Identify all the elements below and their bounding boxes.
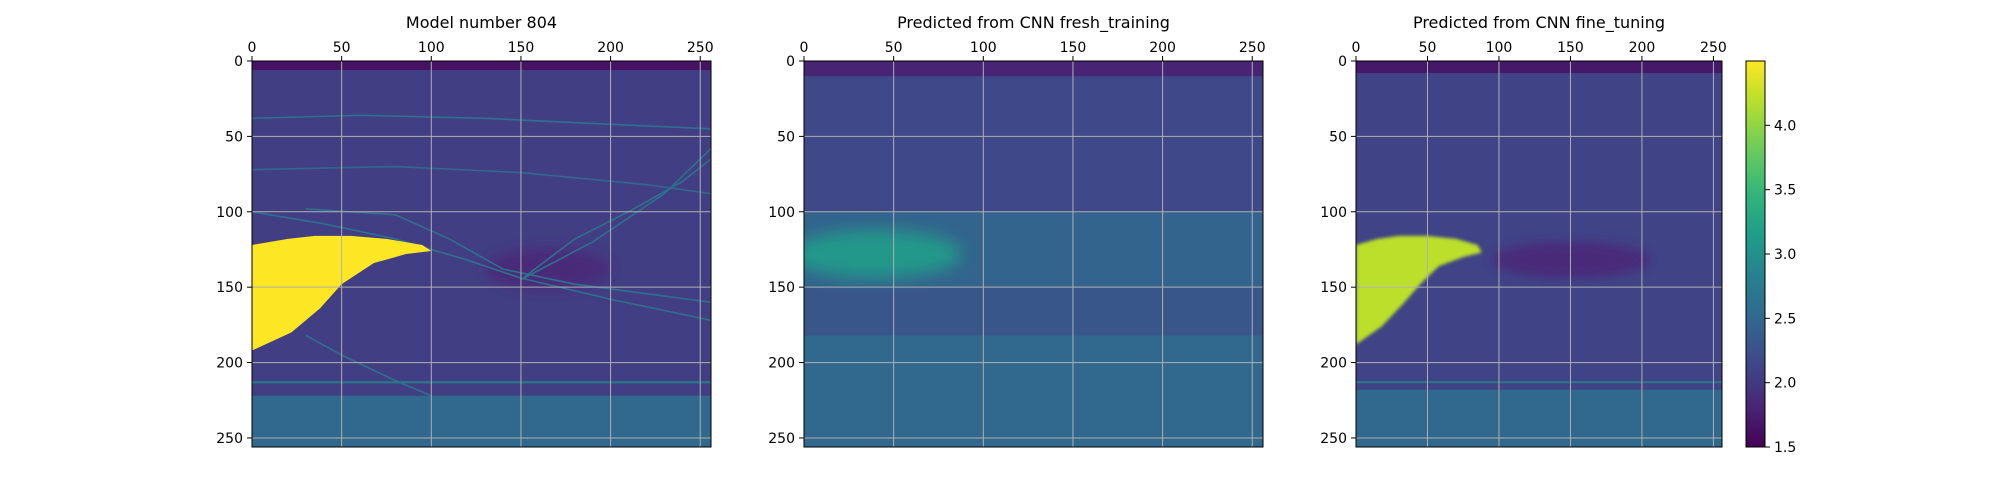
heatmap-lower-band (804, 287, 1263, 336)
heatmap-image (1356, 61, 1722, 447)
colorbar-scale (1745, 60, 1766, 448)
x-tick-label: 100 (418, 40, 445, 56)
x-tick-label: 150 (1060, 40, 1087, 56)
plot-frame (1355, 60, 1723, 448)
colorbar: 4.0 3.5 3.0 2.5 2.0 1.5 (1745, 60, 1796, 456)
y-tick-label: 100 (1320, 205, 1347, 221)
chart-title: Model number 804 (406, 13, 557, 32)
chart-title: Predicted from CNN fresh_training (897, 13, 1170, 33)
heatmap-yellow-body (252, 235, 432, 351)
x-tick-label: 150 (1557, 40, 1584, 56)
heatmap-top-band (804, 61, 1263, 77)
y-tick-label: 0 (234, 54, 243, 70)
chart-title: Predicted from CNN fine_tuning (1413, 13, 1665, 33)
y-tick-label: 250 (1320, 431, 1347, 447)
reflector-line (252, 114, 711, 130)
y-tick-label: 200 (768, 356, 795, 372)
x-tick-label: 250 (1700, 40, 1727, 56)
x-tick-label: 50 (333, 40, 351, 56)
colorbar-tick-label: 2.5 (1774, 311, 1796, 327)
plot-frame (251, 60, 712, 448)
heatmap-top-band (1356, 61, 1722, 74)
heatmap-image (804, 61, 1263, 447)
y-tick-label: 150 (768, 280, 795, 296)
heatmap-thin-layer (1356, 381, 1722, 384)
colorbar-tick-label: 3.0 (1774, 247, 1796, 263)
x-tick-label: 200 (1149, 40, 1176, 56)
x-tick-label: 150 (508, 40, 535, 56)
x-tick-label: 0 (248, 40, 257, 56)
reflector-line (520, 147, 711, 281)
heatmap-image (252, 61, 711, 447)
x-tick-label: 100 (970, 40, 997, 56)
x-tick-label: 0 (1352, 40, 1361, 56)
chart-panel-1: 0 50 100 150 200 250 0 50 100 150 200 250 Model numb… (216, 13, 714, 448)
y-tick-label: 0 (786, 54, 795, 70)
x-tick-label: 100 (1486, 40, 1513, 56)
x-tick-label: 200 (1629, 40, 1656, 56)
colorbar-tick-label: 3.5 (1774, 183, 1796, 199)
y-tick-label: 250 (216, 431, 243, 447)
heatmap-thin-layer (252, 381, 711, 384)
x-tick-label: 250 (1239, 40, 1266, 56)
heatmap-deep-layer (1356, 389, 1722, 447)
heatmap-low-velocity-lens (485, 247, 611, 291)
plot-frame (803, 60, 1264, 448)
y-tick-label: 100 (216, 205, 243, 221)
x-tick-label: 50 (1419, 40, 1437, 56)
colorbar-tick-label: 1.5 (1774, 440, 1796, 456)
heatmap-deep-band (804, 335, 1263, 447)
y-tick-label: 150 (216, 280, 243, 296)
y-tick-label: 200 (216, 356, 243, 372)
reflector-line (305, 334, 432, 397)
x-tick-label: 200 (597, 40, 624, 56)
heatmap-yellow-body (1356, 235, 1482, 345)
x-tick-label: 50 (885, 40, 903, 56)
heatmap-bright-blob (804, 229, 962, 279)
y-tick-label: 250 (768, 431, 795, 447)
y-tick-label: 50 (225, 129, 243, 145)
heatmap-top-band (252, 61, 711, 71)
y-tick-label: 50 (777, 129, 795, 145)
y-tick-label: 150 (1320, 280, 1347, 296)
chart-panel-2: 0 50 100 150 200 250 0 50 100 150 200 250 Predicted … (768, 13, 1266, 448)
y-tick-label: 200 (1320, 356, 1347, 372)
y-tick-label: 0 (1338, 54, 1347, 70)
colorbar-tick-label: 2.0 (1774, 376, 1796, 392)
x-tick-label: 250 (687, 40, 714, 56)
y-tick-label: 50 (1329, 129, 1347, 145)
colorbar-tick-label: 4.0 (1774, 118, 1796, 134)
x-tick-label: 0 (800, 40, 809, 56)
heatmap-deep-layer (252, 395, 711, 447)
chart-panel-3: 0 50 100 150 200 250 0 50 100 150 200 250 Predicted … (1320, 13, 1727, 448)
y-tick-label: 100 (768, 205, 795, 221)
